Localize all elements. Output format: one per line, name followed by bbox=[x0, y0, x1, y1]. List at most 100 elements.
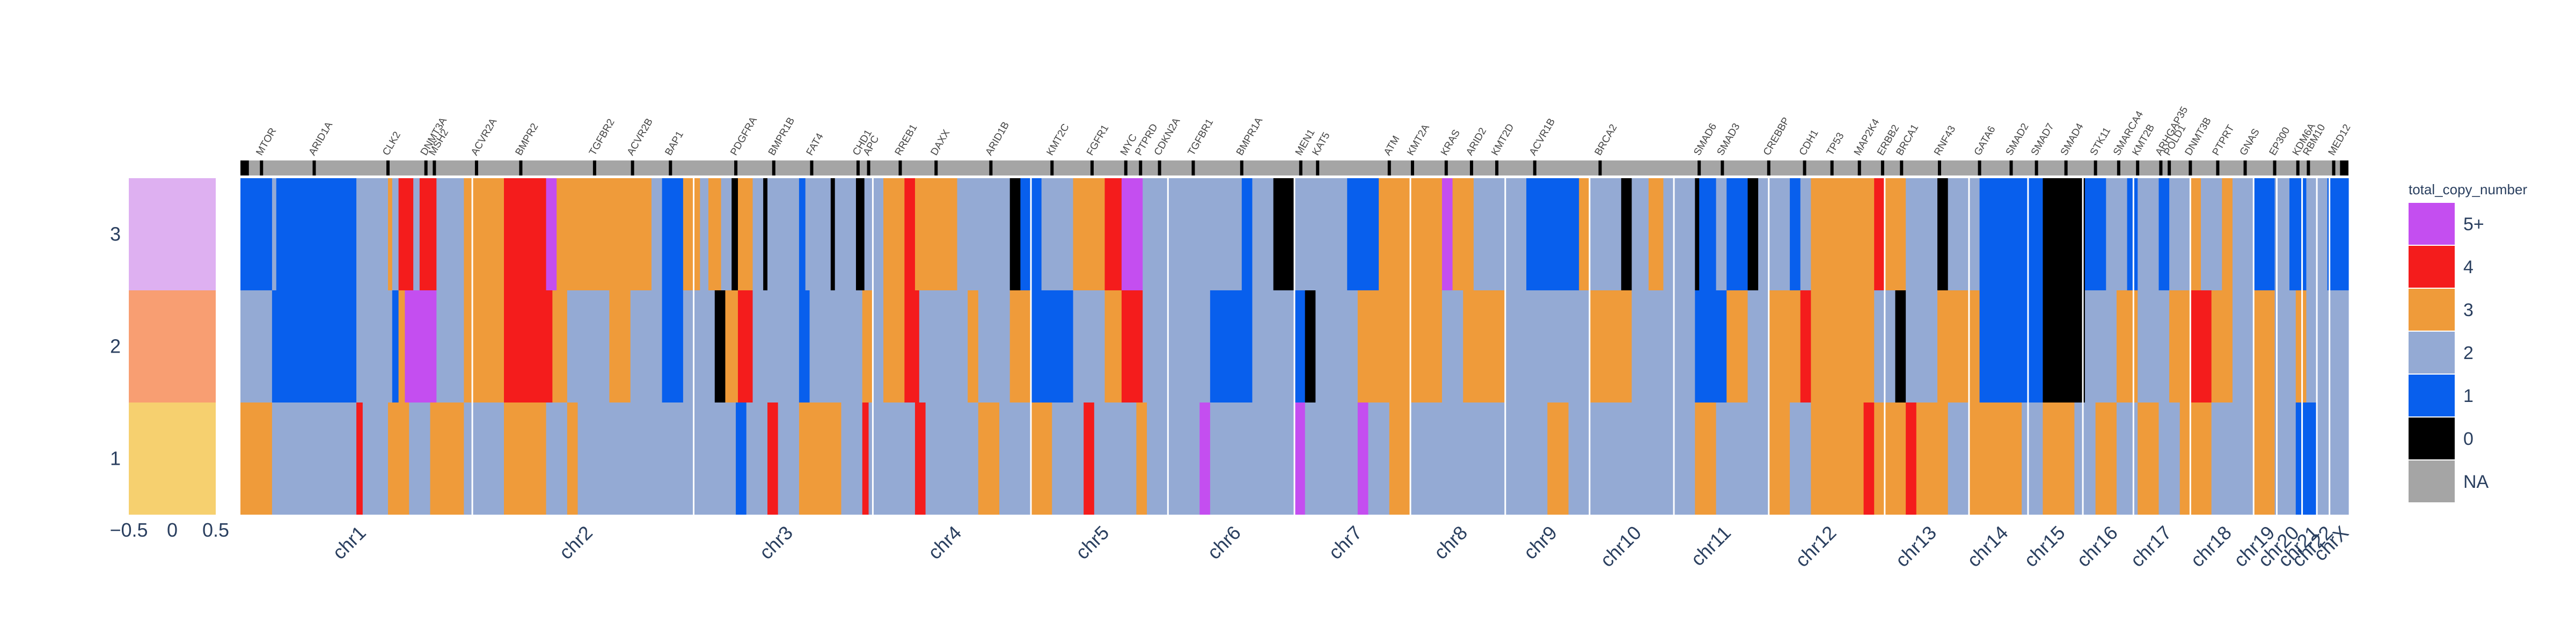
chromosome-label: chr6 bbox=[1203, 522, 1245, 564]
gene-mark bbox=[1533, 160, 1536, 175]
legend-label: 5+ bbox=[2463, 214, 2484, 235]
heatmap-cell bbox=[700, 178, 709, 290]
heatmap-cell bbox=[1589, 178, 1622, 290]
gene-mark bbox=[1050, 160, 1054, 175]
heatmap-cell bbox=[714, 290, 726, 402]
heatmap-cell bbox=[1294, 290, 1306, 402]
heatmap-cell bbox=[1368, 402, 1390, 515]
heatmap-cell bbox=[1863, 402, 1875, 515]
heatmap-cell bbox=[392, 178, 399, 290]
row-label-3: 3 bbox=[110, 223, 121, 245]
heatmap-cell bbox=[1937, 178, 1949, 290]
heatmap-cell bbox=[2158, 178, 2170, 290]
heatmap-cell bbox=[1052, 402, 1084, 515]
gene-mark bbox=[424, 160, 428, 175]
heatmap-cell bbox=[630, 290, 663, 402]
heatmap-cell bbox=[1648, 178, 1664, 290]
heatmap-cell bbox=[919, 290, 968, 402]
heatmap-cell bbox=[1452, 178, 1474, 290]
heatmap-cell bbox=[1136, 402, 1147, 515]
heatmap-cell bbox=[240, 178, 273, 290]
heatmap-cell bbox=[272, 178, 277, 290]
chromosome-label: chr3 bbox=[755, 522, 797, 564]
chromosome-label: chr7 bbox=[1324, 522, 1366, 564]
heatmap-cell bbox=[436, 178, 464, 290]
heatmap-cell bbox=[387, 402, 409, 515]
gene-label: KRAS bbox=[1439, 128, 1462, 157]
gene-label: TP53 bbox=[1825, 131, 1847, 158]
gene-mark bbox=[2064, 160, 2068, 175]
heatmap-cell bbox=[978, 290, 1011, 402]
gene-mark bbox=[2117, 160, 2120, 175]
heatmap-cell bbox=[2074, 402, 2096, 515]
heatmap-cell bbox=[763, 178, 768, 290]
heatmap-cell bbox=[746, 402, 768, 515]
chromosome-label: chr18 bbox=[2186, 522, 2236, 572]
chromosome-labels: chr1 chr2 chr3 chr4 chr5 chr6 chr7 chr8 chr9 chr1… bbox=[328, 522, 2353, 572]
heatmap-cell bbox=[2022, 402, 2044, 515]
gene-mark bbox=[386, 160, 390, 175]
heatmap-cell bbox=[2201, 178, 2222, 290]
gene-mark bbox=[934, 160, 938, 175]
heatmap-cell bbox=[1094, 402, 1137, 515]
heatmap-cell bbox=[2274, 402, 2296, 515]
heatmap-cell bbox=[413, 178, 420, 290]
heatmap-cell bbox=[1768, 290, 1801, 402]
heatmap-cell bbox=[392, 290, 399, 402]
heatmap-cell bbox=[577, 402, 736, 515]
heatmap-cell bbox=[2295, 402, 2317, 515]
gene-label: GNAS bbox=[2238, 127, 2262, 157]
legend-swatch bbox=[2409, 203, 2455, 245]
heatmap-cell bbox=[2095, 402, 2117, 515]
heatmap-cell bbox=[405, 290, 420, 402]
heatmap-cell bbox=[978, 402, 1000, 515]
gene-label: PTPRT bbox=[2211, 123, 2237, 157]
gene-mark bbox=[1880, 160, 1884, 175]
heatmap-cell bbox=[725, 290, 738, 402]
legend-swatch bbox=[2409, 246, 2455, 288]
heatmap-cell bbox=[1073, 290, 1106, 402]
chromosome-label: chr13 bbox=[1891, 522, 1941, 572]
heatmap-cell bbox=[2232, 290, 2254, 402]
heatmap-cell bbox=[2232, 178, 2254, 290]
gene-mark bbox=[1978, 160, 1981, 175]
gene-mark bbox=[1495, 160, 1499, 175]
gene-label: DNMT3B bbox=[2183, 115, 2214, 157]
heatmap-cell bbox=[1347, 178, 1379, 290]
heatmap-cell bbox=[1473, 178, 1527, 290]
heatmap-cell bbox=[1800, 290, 1811, 402]
gene-label: FGFR1 bbox=[1085, 123, 1111, 157]
gene-mark bbox=[898, 160, 902, 175]
heatmap-cell bbox=[1811, 290, 1875, 402]
heatmap-cell bbox=[2253, 290, 2275, 402]
gene-mark bbox=[1830, 160, 1834, 175]
heatmap-cell bbox=[1305, 402, 1358, 515]
heatmap-cell bbox=[1621, 178, 1633, 290]
gene-mark bbox=[669, 160, 672, 175]
chromosome-label: chr12 bbox=[1791, 522, 1841, 572]
heatmap-cell bbox=[240, 290, 273, 402]
heatmap-cell bbox=[1758, 178, 1790, 290]
heatmap-cell bbox=[1273, 178, 1295, 290]
heatmap-cell bbox=[731, 178, 738, 290]
chromosome-label: chr5 bbox=[1071, 522, 1114, 564]
gene-mark bbox=[2035, 160, 2038, 175]
heatmap-cell bbox=[2085, 290, 2117, 402]
heatmap-cell bbox=[1121, 178, 1143, 290]
heatmap-cell bbox=[752, 290, 800, 402]
heatmap-cell bbox=[1979, 178, 2044, 290]
gene-label: EP300 bbox=[2267, 126, 2293, 158]
heatmap-cell bbox=[1241, 178, 1253, 290]
gene-label: RNF43 bbox=[1932, 124, 1958, 158]
gene-mark bbox=[2009, 160, 2013, 175]
heatmap-cell bbox=[1389, 402, 1411, 515]
heatmap-cell bbox=[2222, 178, 2233, 290]
heatmap-cell bbox=[809, 290, 863, 402]
gene-label: ACVR1B bbox=[1527, 116, 1557, 157]
heatmap-cell bbox=[873, 290, 884, 402]
heatmap-cell bbox=[2179, 402, 2212, 515]
gene-mark bbox=[474, 160, 478, 175]
heatmap-cell bbox=[2116, 402, 2138, 515]
heatmap-cell bbox=[356, 178, 389, 290]
heatmap-cell bbox=[2116, 290, 2138, 402]
